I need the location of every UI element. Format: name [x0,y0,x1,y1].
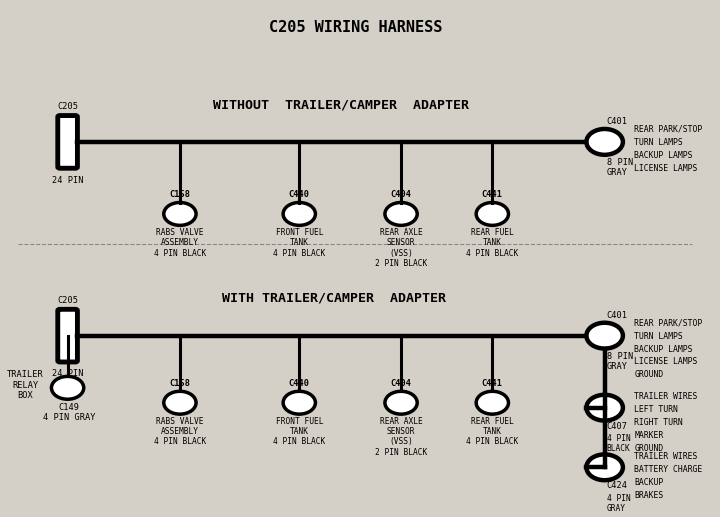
Text: BRAKES: BRAKES [634,491,663,499]
Circle shape [163,203,196,225]
Circle shape [586,395,623,421]
Circle shape [476,203,508,225]
Text: GROUND: GROUND [634,444,663,453]
Text: TURN LAMPS: TURN LAMPS [634,331,683,341]
Circle shape [476,391,508,414]
Circle shape [283,203,315,225]
Text: 4 PIN
GRAY: 4 PIN GRAY [607,494,631,513]
Text: 24 PIN: 24 PIN [52,370,84,378]
Text: MARKER: MARKER [634,431,663,440]
Text: C440: C440 [289,379,310,388]
Text: LEFT TURN: LEFT TURN [634,405,678,414]
Text: C404: C404 [390,190,412,199]
Circle shape [385,203,417,225]
Text: WITHOUT  TRAILER/CAMPER  ADAPTER: WITHOUT TRAILER/CAMPER ADAPTER [213,98,469,111]
Text: C205 WIRING HARNESS: C205 WIRING HARNESS [269,20,442,35]
Text: 8 PIN
GRAY: 8 PIN GRAY [607,352,633,371]
Text: LICENSE LAMPS: LICENSE LAMPS [634,164,698,173]
Text: 8 PIN
GRAY: 8 PIN GRAY [607,158,633,177]
Text: FRONT FUEL
TANK
4 PIN BLACK: FRONT FUEL TANK 4 PIN BLACK [273,228,325,257]
Text: REAR FUEL
TANK
4 PIN BLACK: REAR FUEL TANK 4 PIN BLACK [467,228,518,257]
Text: RABS VALVE
ASSEMBLY
4 PIN BLACK: RABS VALVE ASSEMBLY 4 PIN BLACK [154,228,206,257]
Text: RIGHT TURN: RIGHT TURN [634,418,683,427]
Text: C401: C401 [607,117,628,126]
Text: 4 PIN
BLACK: 4 PIN BLACK [607,434,631,453]
Text: REAR AXLE
SENSOR
(VSS)
2 PIN BLACK: REAR AXLE SENSOR (VSS) 2 PIN BLACK [375,417,427,457]
Circle shape [385,391,417,414]
Text: TURN LAMPS: TURN LAMPS [634,138,683,147]
Text: 24 PIN: 24 PIN [52,176,84,185]
Text: BACKUP LAMPS: BACKUP LAMPS [634,151,693,160]
Text: FRONT FUEL
TANK
4 PIN BLACK: FRONT FUEL TANK 4 PIN BLACK [273,417,325,447]
Text: C158: C158 [169,379,190,388]
Text: TRAILER WIRES: TRAILER WIRES [634,392,698,401]
Circle shape [163,391,196,414]
Text: C401: C401 [607,311,628,320]
Text: REAR PARK/STOP: REAR PARK/STOP [634,318,703,328]
FancyBboxPatch shape [58,309,78,362]
Text: BACKUP: BACKUP [634,478,663,486]
Text: C149
4 PIN GRAY: C149 4 PIN GRAY [42,403,95,422]
Text: C158: C158 [169,190,190,199]
Text: C205: C205 [57,296,78,305]
Text: C441: C441 [482,190,503,199]
Text: REAR FUEL
TANK
4 PIN BLACK: REAR FUEL TANK 4 PIN BLACK [467,417,518,447]
Text: C407: C407 [607,421,628,431]
Text: C441: C441 [482,379,503,388]
Text: WITH TRAILER/CAMPER  ADAPTER: WITH TRAILER/CAMPER ADAPTER [222,292,446,305]
Circle shape [283,391,315,414]
Text: LICENSE LAMPS: LICENSE LAMPS [634,357,698,367]
Circle shape [586,323,623,348]
Text: GROUND: GROUND [634,370,663,379]
Text: C205: C205 [57,102,78,111]
Text: TRAILER
RELAY
BOX: TRAILER RELAY BOX [7,370,44,400]
Text: REAR PARK/STOP: REAR PARK/STOP [634,125,703,134]
Text: C440: C440 [289,190,310,199]
Text: RABS VALVE
ASSEMBLY
4 PIN BLACK: RABS VALVE ASSEMBLY 4 PIN BLACK [154,417,206,447]
FancyBboxPatch shape [58,116,78,168]
Circle shape [51,376,84,399]
Text: REAR AXLE
SENSOR
(VSS)
2 PIN BLACK: REAR AXLE SENSOR (VSS) 2 PIN BLACK [375,228,427,268]
Circle shape [586,129,623,155]
Text: C424: C424 [607,481,628,490]
Text: C404: C404 [390,379,412,388]
Text: BATTERY CHARGE: BATTERY CHARGE [634,465,703,474]
Circle shape [586,454,623,480]
Text: TRAILER WIRES: TRAILER WIRES [634,452,698,461]
Text: BACKUP LAMPS: BACKUP LAMPS [634,344,693,354]
